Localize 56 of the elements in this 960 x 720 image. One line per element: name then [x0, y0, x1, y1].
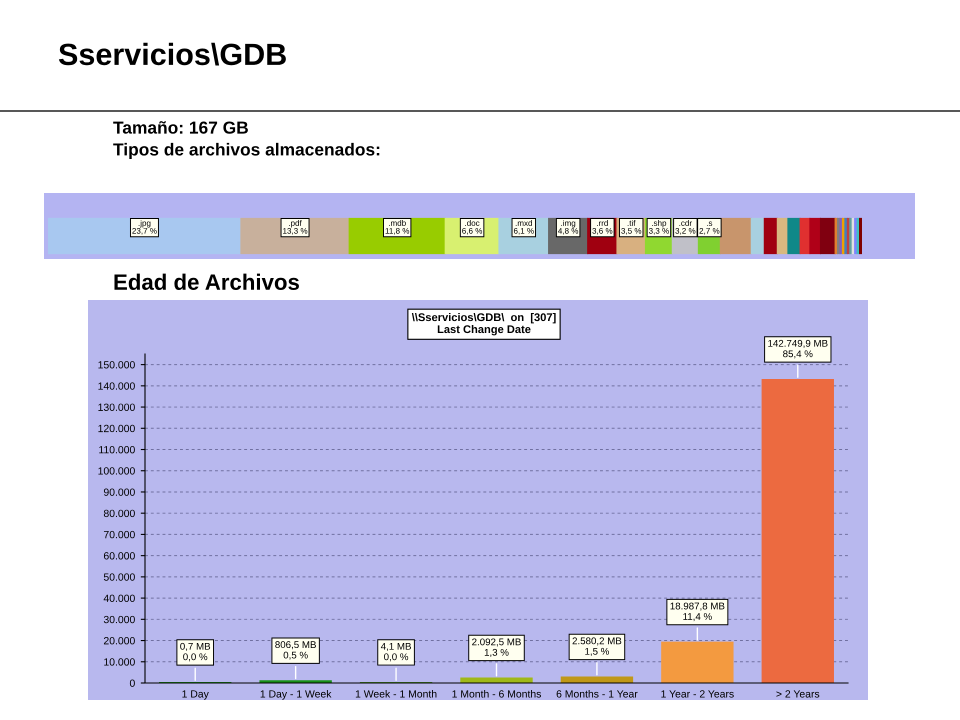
y-tick-label: 100.000 [98, 467, 135, 475]
series-label: .mxd [516, 220, 532, 226]
data-label: 3,5 % [621, 228, 642, 235]
data-label: 11,8 % [386, 228, 410, 235]
y-tick-label: 20.000 [104, 637, 135, 644]
x-tick-label: 1 Year - 2 Years [661, 690, 734, 698]
data-label: 2.580,2 MB 1,5 % [572, 637, 622, 656]
data-label: 6,1 % [514, 228, 534, 235]
data-label: 18.987,8 MB 11,4 % [670, 602, 724, 622]
y-tick-label: 30.000 [104, 616, 135, 624]
series-label: .tif [628, 220, 636, 226]
data-label: 2.092,5 MB 1,3 % [472, 638, 521, 657]
chart-title: Sservicios\GDB [58, 42, 286, 66]
data-label: 3,3 % [648, 228, 669, 235]
x-tick-label: 6 Months - 1 Year [556, 690, 638, 698]
y-tick-label: 60.000 [104, 552, 135, 560]
series-label: .img [561, 220, 576, 228]
data-label: 4,1 MB 0,0 % [380, 642, 411, 662]
series-label: .jpg [138, 220, 150, 228]
data-label: 806,5 MB 0,5 % [275, 641, 316, 660]
y-tick-label: 40.000 [104, 594, 135, 602]
data-label: 142.749,9 MB 85,4 % [768, 340, 828, 358]
y-tick-label: 80.000 [104, 510, 135, 518]
data-label: 0,7 MB 0,0 % [180, 642, 210, 662]
data-label: 3,6 % [592, 228, 612, 235]
x-tick-label: 1 Day [182, 690, 209, 700]
data-label: 6,6 % [462, 228, 482, 235]
series-label: .s [706, 222, 712, 226]
series-label: .doc [465, 220, 480, 226]
series-label: .mdb [388, 220, 406, 226]
y-tick-label: 0 [130, 680, 135, 687]
y-tick-label: 120.000 [98, 424, 135, 432]
y-tick-label: 70.000 [104, 530, 135, 538]
series-label: .shp [652, 220, 666, 228]
data-label: 3,2 % [675, 228, 696, 235]
x-tick-label: 1 Day - 1 Week [260, 690, 332, 700]
chart-title: Edad de Archivos [114, 274, 299, 290]
data-label: 23,7 % [132, 228, 157, 235]
y-tick-label: 150.000 [98, 361, 135, 368]
y-tick-label: 50.000 [104, 573, 135, 581]
y-tick-label: 90.000 [104, 488, 135, 496]
y-tick-label: 10.000 [104, 658, 135, 666]
x-tick-label: > 2 Years [776, 690, 820, 698]
x-tick-label: 1 Week - 1 Month [356, 690, 436, 698]
y-tick-label: 110.000 [99, 446, 135, 454]
chart-subtitle: \\Sservicios\GDB\ on [307] Last Change Date [412, 313, 556, 336]
y-tick-label: 140.000 [98, 382, 135, 390]
series-label: .rrd [597, 220, 608, 226]
data-label: 13,3 % [283, 228, 308, 235]
y-tick-label: 130.000 [98, 404, 135, 411]
data-label: 4,8 % [558, 228, 578, 235]
series-label: .pdf [289, 220, 302, 228]
chart-subtitle: Tamaño: 167 GB Tipos de archivos almacenados: [113, 121, 380, 160]
series-label: .cdr [679, 220, 692, 226]
x-tick-label: 1 Month - 6 Months [452, 690, 541, 698]
data-label: 2,7 % [699, 228, 720, 235]
